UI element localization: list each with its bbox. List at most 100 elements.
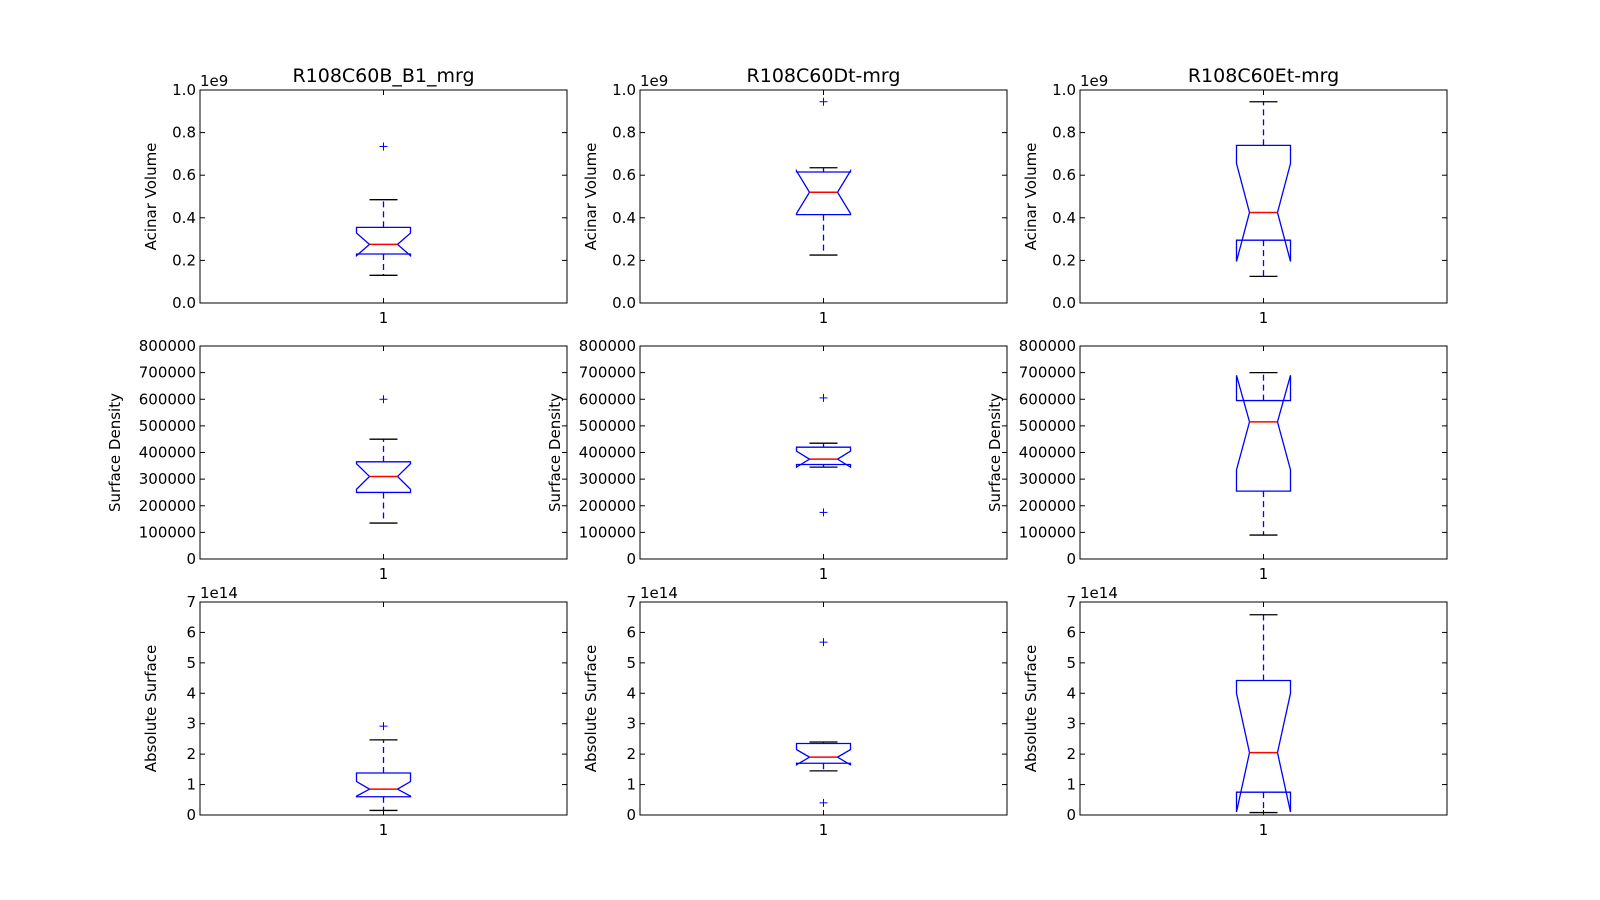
y-tick-label: 6 [1066,623,1076,641]
y-tick-label: 0.2 [1052,251,1076,269]
flier-point [819,97,828,106]
y-tick-label: 0.4 [172,209,196,227]
y-tick-label: 1.0 [612,81,636,99]
axes-frame [639,89,1008,304]
y-tick-label: 0.0 [1052,294,1076,312]
offset-text: 1e14 [1080,584,1118,602]
x-tick-label: 1 [379,309,389,327]
subplot-4: 0 100000 200000 300000 400000 500000 600000 700… [106,337,568,583]
subplot-5: 0 100000 200000 300000 400000 500000 600000 700… [546,337,1008,583]
y-tick-label: 4 [626,684,636,702]
y-tick-label: 700000 [1019,364,1076,382]
y-tick-label: 0 [626,550,636,568]
flier-point [819,638,828,647]
y-tick-label: 7 [626,593,636,611]
y-tick-label: 2 [186,745,196,763]
y-tick-label: 3 [1066,715,1076,733]
offset-text: 1e9 [1080,72,1108,90]
y-tick-label: 6 [626,623,636,641]
y-tick-label: 400000 [1019,444,1076,462]
offset-text: 1e14 [640,584,678,602]
x-tick-label: 1 [819,821,829,839]
y-tick-label: 5 [626,654,636,672]
y-axis-label: Acinar Volume [582,143,600,251]
y-axis-label: Acinar Volume [142,143,160,251]
y-tick-label: 0.4 [612,209,636,227]
x-tick-label: 1 [379,821,389,839]
axes-frame [199,345,568,560]
y-tick-label: 1 [626,776,636,794]
x-tick-label: 1 [819,309,829,327]
y-tick-label: 100000 [579,523,636,541]
y-tick-label: 100000 [1019,523,1076,541]
y-tick-label: 0.8 [172,124,196,142]
notched-box [1235,375,1292,492]
y-tick-label: 500000 [579,417,636,435]
subplot-3: 0.0 0.2 0.4 0.6 0.8 1.0 1 R108C60Et-mrg 1e9 Acina… [1022,65,1448,327]
subplot-2: 0.0 0.2 0.4 0.6 0.8 1.0 1 R108C60Dt-mrg 1e9 Acina… [582,65,1008,327]
y-tick-label: 0 [1066,550,1076,568]
y-tick-label: 0 [1066,806,1076,824]
y-tick-label: 5 [186,654,196,672]
y-tick-label: 0 [626,806,636,824]
y-tick-label: 1.0 [172,81,196,99]
y-tick-label: 0.0 [612,294,636,312]
y-tick-label: 0.8 [612,124,636,142]
y-tick-label: 0 [186,806,196,824]
y-tick-label: 4 [186,684,196,702]
x-tick-label: 1 [379,565,389,583]
y-tick-label: 300000 [139,470,196,488]
axes-frame [199,89,568,304]
y-tick-label: 300000 [579,470,636,488]
y-tick-label: 800000 [139,337,196,355]
y-tick-label: 600000 [1019,390,1076,408]
x-tick-label: 1 [819,565,829,583]
y-axis-label: Absolute Surface [1022,645,1040,772]
axes-frame [199,601,568,816]
x-tick-label: 1 [1259,821,1269,839]
y-tick-label: 3 [626,715,636,733]
y-tick-label: 400000 [139,444,196,462]
subplot-title: R108C60Et-mrg [1188,65,1339,87]
y-tick-label: 400000 [579,444,636,462]
y-tick-label: 6 [186,623,196,641]
y-tick-label: 200000 [139,497,196,515]
y-tick-label: 500000 [1019,417,1076,435]
subplot-6: 0 100000 200000 300000 400000 500000 600000 700… [986,337,1448,583]
y-tick-label: 500000 [139,417,196,435]
notched-box [355,461,412,494]
notched-box [1235,144,1292,262]
y-tick-label: 7 [186,593,196,611]
notched-box [795,742,852,766]
y-tick-label: 7 [1066,593,1076,611]
y-tick-label: 3 [186,715,196,733]
y-tick-label: 800000 [579,337,636,355]
axes-frame [639,345,1008,560]
y-tick-label: 1.0 [1052,81,1076,99]
notched-box [795,168,852,216]
x-tick-label: 1 [1259,309,1269,327]
flier-point [819,798,828,807]
notched-box [355,226,412,258]
y-tick-label: 0.6 [612,166,636,184]
notched-box [795,446,852,469]
notched-box [1235,679,1292,813]
y-tick-label: 0.6 [172,166,196,184]
y-tick-label: 200000 [579,497,636,515]
axes-frame [639,601,1008,816]
y-tick-label: 100000 [139,523,196,541]
y-axis-label: Surface Density [546,393,564,512]
offset-text: 1e9 [200,72,228,90]
y-tick-label: 0.2 [172,251,196,269]
flier-point [819,508,828,517]
y-tick-label: 0.2 [612,251,636,269]
subplot-8: 0 1 2 3 4 5 6 7 1 1e14 Absolute Surface [582,584,1008,839]
y-axis-label: Surface Density [986,393,1004,512]
y-tick-label: 0.6 [1052,166,1076,184]
y-tick-label: 600000 [579,390,636,408]
y-axis-label: Absolute Surface [582,645,600,772]
y-tick-label: 0 [186,550,196,568]
y-tick-label: 2 [626,745,636,763]
y-tick-label: 600000 [139,390,196,408]
